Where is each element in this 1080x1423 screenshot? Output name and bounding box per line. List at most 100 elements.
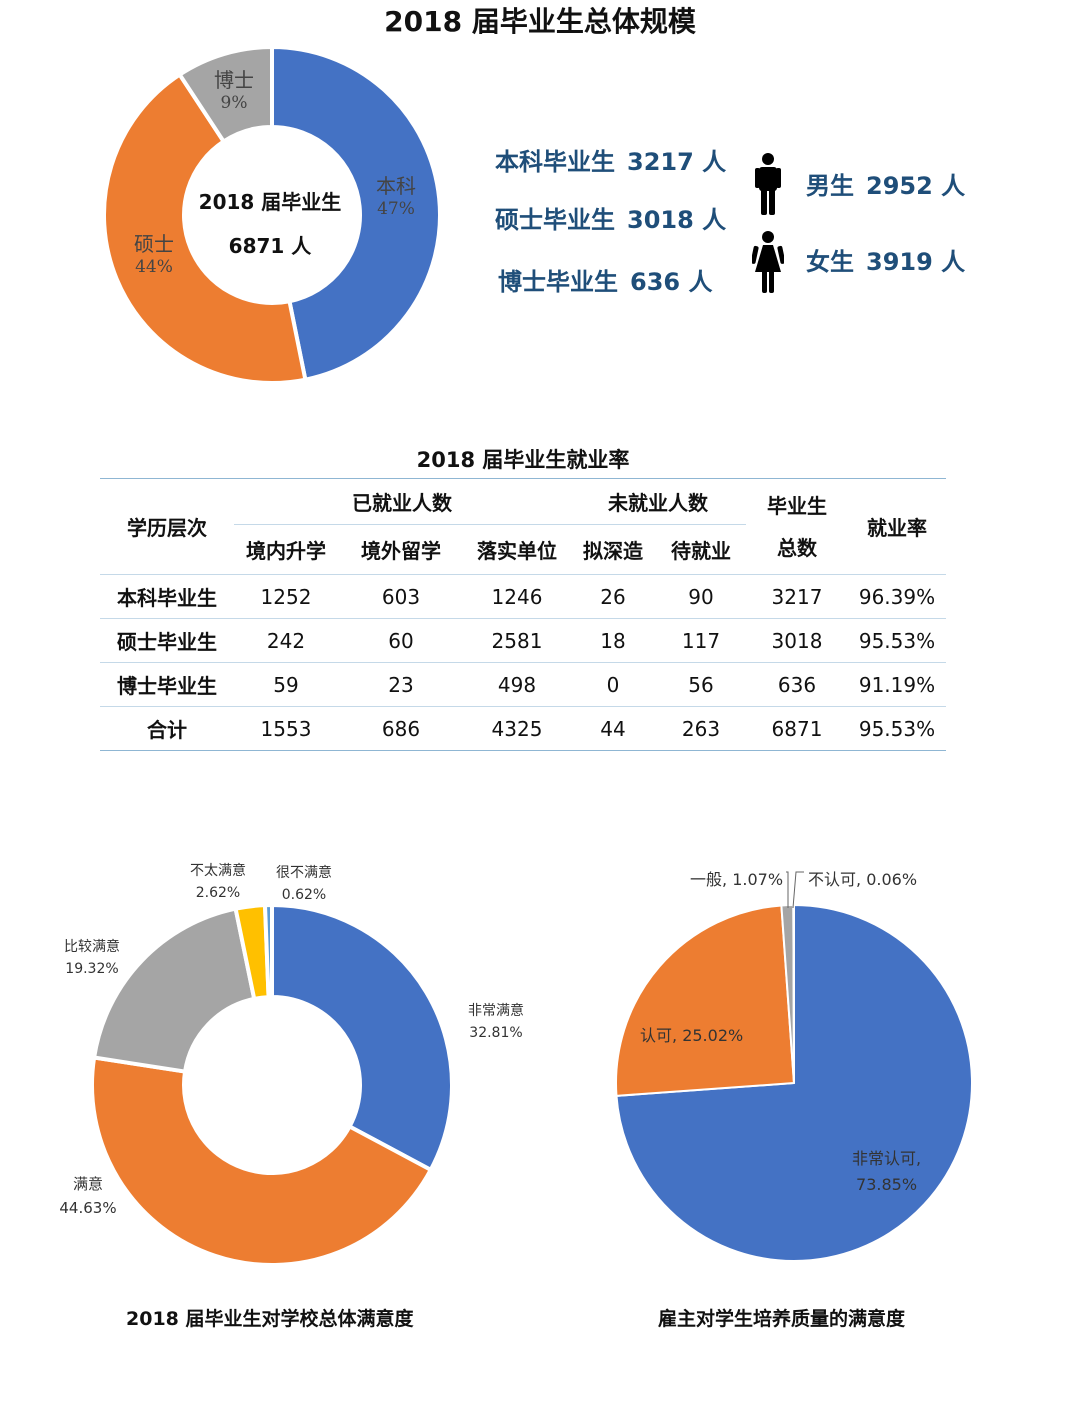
scale-donut-chart bbox=[102, 45, 442, 385]
table-cell: 26 bbox=[600, 584, 626, 609]
stat-value: 3217 人 bbox=[627, 148, 727, 176]
satisfaction-donut-chart bbox=[90, 903, 454, 1267]
subheader-cell: 境外留学 bbox=[361, 539, 441, 563]
table-cell: 18 bbox=[600, 628, 626, 653]
header-total-2: 总数 bbox=[777, 535, 817, 560]
table-row: 硕士毕业生 242 60 2581 18 117 3018 95.53% bbox=[100, 618, 946, 663]
slice-name: 硕士 bbox=[134, 232, 174, 256]
table-cell: 636 bbox=[777, 672, 817, 697]
table-cell: 95.53% bbox=[858, 716, 936, 741]
stat-shuoshi: 硕士毕业生 3018 人 bbox=[495, 200, 726, 235]
slice-percent: 44.63% bbox=[59, 1199, 117, 1217]
slice-label-manyi: 满意 44.63% bbox=[52, 1172, 124, 1220]
slice-percent: 0.62% bbox=[281, 887, 327, 904]
slice-label-burenke: 不认可, 0.06% bbox=[808, 870, 918, 889]
table-cell: 2581 bbox=[491, 628, 543, 653]
row-label: 本科毕业生 bbox=[117, 586, 217, 610]
stat-male: 男生 2952 人 bbox=[806, 166, 965, 201]
slice-name: 一般 bbox=[690, 870, 723, 889]
stat-boshi: 博士毕业生 636 人 bbox=[498, 262, 712, 297]
slice-percent: 19.32% bbox=[65, 961, 119, 978]
slice-percent: 1.07% bbox=[732, 870, 784, 889]
slice-label-benke: 本科 47% bbox=[362, 174, 430, 220]
stat-label: 本科毕业生 bbox=[495, 148, 615, 176]
stat-value: 636 人 bbox=[630, 268, 713, 296]
table-cell: 1246 bbox=[491, 584, 543, 609]
slice-name: 满意 bbox=[72, 1175, 103, 1193]
slice-percent: 73.85% bbox=[856, 1174, 918, 1194]
employer-slice-1 bbox=[615, 904, 795, 1097]
slice-label-bijiaomanyi: 比较满意 19.32% bbox=[56, 936, 128, 981]
table-cell: 263 bbox=[681, 716, 721, 741]
stat-label: 硕士毕业生 bbox=[495, 206, 615, 234]
slice-percent: 47% bbox=[377, 199, 415, 219]
slice-name: 不认可 bbox=[808, 870, 857, 889]
donut-center-line1: 2018 届毕业生 bbox=[198, 190, 342, 214]
table-cell: 44 bbox=[600, 716, 626, 741]
table-cell: 686 bbox=[381, 716, 421, 741]
table-cell: 59 bbox=[273, 672, 299, 697]
stat-female: 女生 3919 人 bbox=[806, 242, 965, 277]
table-cell: 3018 bbox=[771, 628, 823, 653]
row-label: 合计 bbox=[147, 718, 187, 742]
table-cell: 498 bbox=[497, 672, 537, 697]
slice-name: 非常认可 bbox=[852, 1149, 917, 1168]
header-rate: 就业率 bbox=[867, 516, 927, 540]
scale-slice-2 bbox=[177, 45, 274, 144]
slice-percent: 44% bbox=[135, 257, 173, 277]
table-cell: 242 bbox=[266, 628, 306, 653]
subheader-cell: 境内升学 bbox=[246, 539, 326, 563]
subheader-cell: 待就业 bbox=[671, 539, 731, 563]
page-title: 2018 届毕业生总体规模 bbox=[384, 5, 696, 38]
slice-name: 认可 bbox=[640, 1026, 673, 1045]
header-total-1: 毕业生 bbox=[767, 493, 827, 518]
table-cell: 0 bbox=[606, 672, 620, 697]
slice-label-henbumanyi: 很不满意 0.62% bbox=[266, 862, 342, 907]
table-cell: 23 bbox=[388, 672, 414, 697]
stat-value: 3919 人 bbox=[866, 248, 966, 276]
slice-name: 很不满意 bbox=[276, 865, 332, 881]
slice-label-yiban: 一般, 1.07% bbox=[690, 870, 784, 889]
slice-name: 本科 bbox=[376, 174, 416, 198]
slice-percent: 2.62% bbox=[195, 885, 241, 902]
table-row: 合计 1553 686 4325 44 263 6871 95.53% bbox=[100, 706, 946, 751]
satisfaction-slice-4 bbox=[262, 903, 274, 1000]
slice-percent: 25.02% bbox=[682, 1026, 744, 1045]
scale-slice-0 bbox=[270, 45, 442, 382]
subheader-cell: 拟深造 bbox=[583, 539, 643, 563]
table-row: 博士毕业生 59 23 498 0 56 636 91.19% bbox=[100, 662, 946, 707]
table-cell: 3217 bbox=[771, 584, 823, 609]
employment-table: 学历层次 已就业人数 未就业人数 毕业生 总数 就业率 境内升学 境外留学 落实… bbox=[100, 478, 946, 751]
stat-label: 女生 bbox=[806, 248, 854, 276]
label-leader-lines bbox=[786, 871, 804, 909]
header-level: 学历层次 bbox=[127, 516, 207, 540]
slice-label-boshi: 博士 9% bbox=[200, 68, 268, 114]
header-employed: 已就业人数 bbox=[234, 478, 570, 525]
header-unemployed: 未就业人数 bbox=[570, 478, 746, 525]
slice-percent: 0.06% bbox=[866, 870, 918, 889]
male-icon bbox=[755, 153, 781, 215]
stat-value: 3018 人 bbox=[627, 206, 727, 234]
table-row: 本科毕业生 1252 603 1246 26 90 3217 96.39% bbox=[100, 574, 946, 619]
employer-slice-3 bbox=[792, 904, 795, 1084]
table-cell: 117 bbox=[681, 628, 721, 653]
employer-pie-chart bbox=[615, 904, 973, 1262]
table-cell: 6871 bbox=[771, 716, 823, 741]
employment-table-wrap: 学历层次 已就业人数 未就业人数 毕业生 总数 就业率 境内升学 境外留学 落实… bbox=[100, 478, 946, 751]
table-cell: 1252 bbox=[260, 584, 312, 609]
slice-name: 非常满意 bbox=[468, 1003, 524, 1019]
table-cell: 90 bbox=[688, 584, 714, 609]
subheader-cell: 落实单位 bbox=[477, 539, 557, 563]
slice-percent: 32.81% bbox=[469, 1025, 523, 1042]
stat-label: 男生 bbox=[806, 172, 854, 200]
satisfaction-chart-caption: 2018 届毕业生对学校总体满意度 bbox=[126, 1308, 414, 1330]
table-cell: 1553 bbox=[260, 716, 312, 741]
table-cell: 4325 bbox=[491, 716, 543, 741]
slice-label-feichangrenke: 非常认可, 73.85% bbox=[852, 1146, 921, 1197]
slice-label-feichangmanyi: 非常满意 32.81% bbox=[458, 1000, 534, 1045]
slice-name: 不太满意 bbox=[190, 863, 246, 879]
donut-center-line2: 6871 人 bbox=[228, 234, 312, 258]
slice-name: 博士 bbox=[214, 68, 254, 92]
satisfaction-slice-0 bbox=[270, 903, 454, 1172]
table-cell: 56 bbox=[688, 672, 714, 697]
